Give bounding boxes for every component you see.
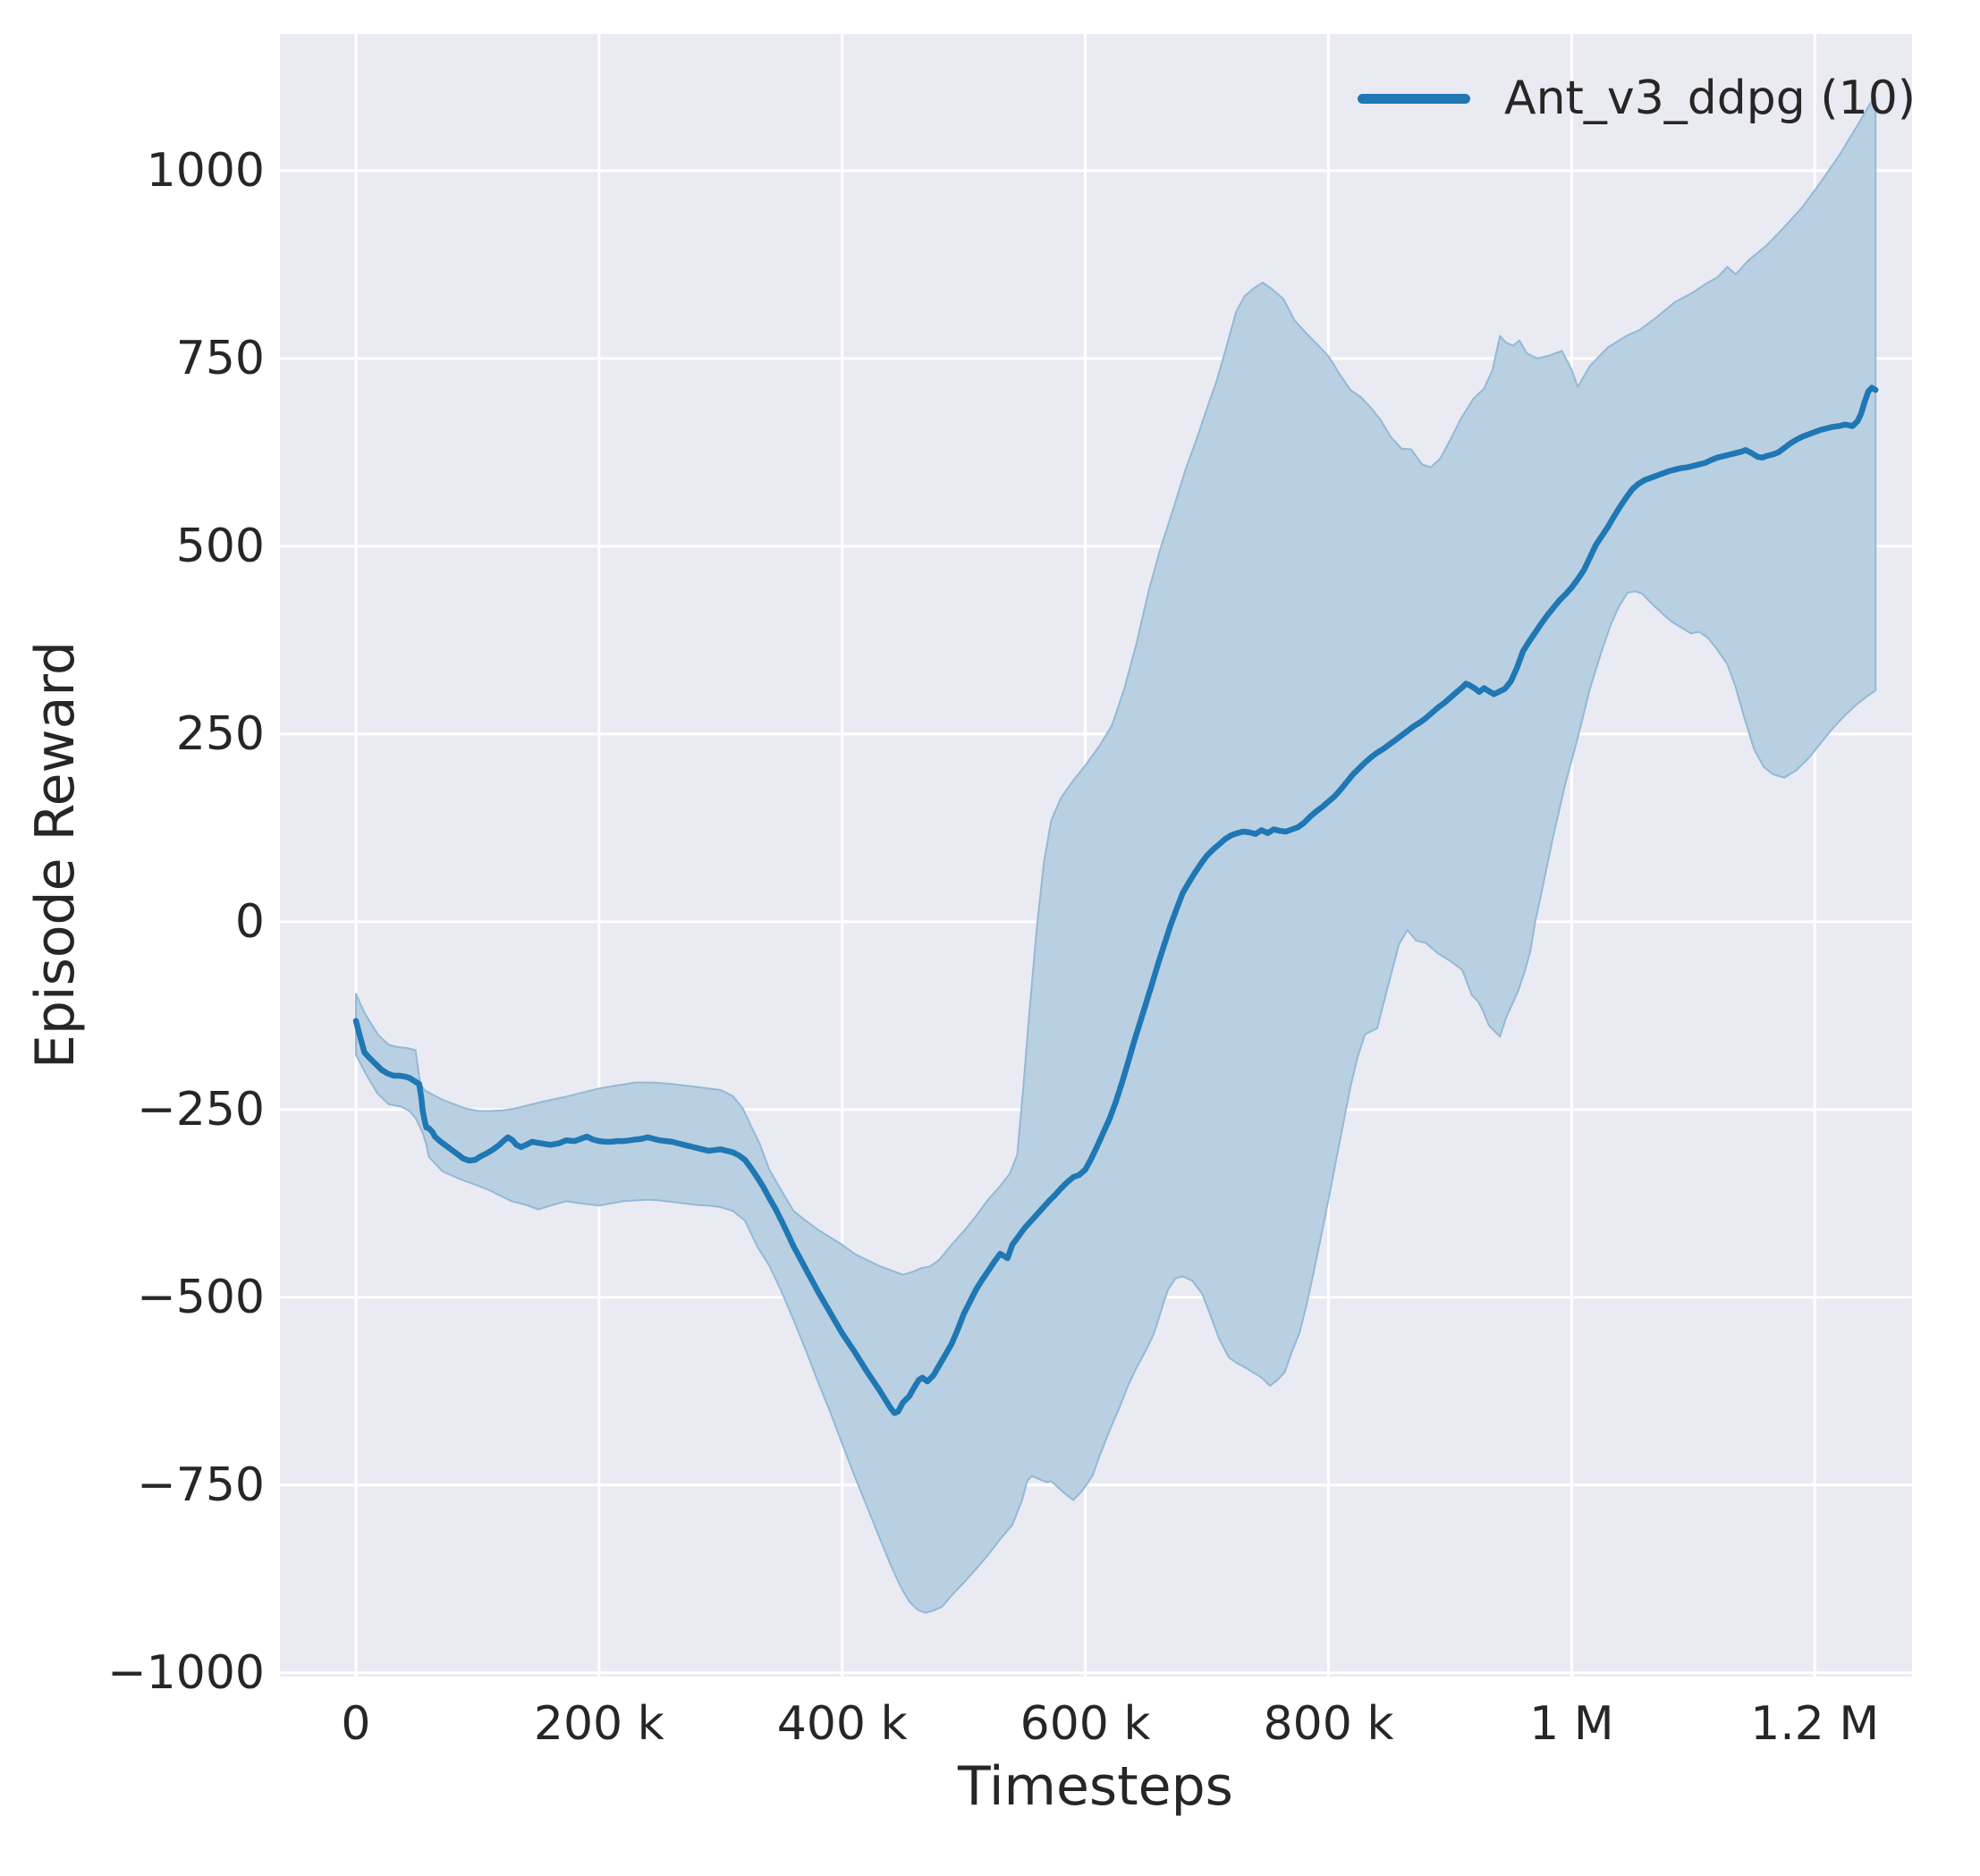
x-tick-label: 1.2 M bbox=[1750, 1697, 1880, 1751]
y-tick-label: −250 bbox=[137, 1082, 265, 1137]
legend-line-swatch-icon bbox=[1358, 93, 1470, 104]
x-tick-label: 600 k bbox=[1020, 1697, 1151, 1751]
legend: Ant_v3_ddpg (10) bbox=[1358, 71, 1916, 126]
y-tick-label: −500 bbox=[137, 1270, 265, 1324]
x-tick-label: 200 k bbox=[533, 1697, 664, 1751]
y-tick-label: 1000 bbox=[146, 143, 265, 198]
x-tick-label: 800 k bbox=[1263, 1697, 1394, 1751]
y-tick-label: 750 bbox=[175, 331, 265, 385]
legend-label: Ant_v3_ddpg (10) bbox=[1504, 72, 1917, 125]
y-tick-label: −1000 bbox=[107, 1645, 265, 1700]
x-tick-label: 1 M bbox=[1529, 1697, 1614, 1751]
x-tick-label: 0 bbox=[341, 1697, 371, 1751]
y-axis-label: Episode Reward bbox=[24, 640, 87, 1069]
x-axis-label: Timesteps bbox=[958, 1755, 1233, 1818]
x-tick-label: 400 k bbox=[776, 1697, 908, 1751]
y-tick-label: −750 bbox=[137, 1458, 265, 1512]
y-tick-label: 0 bbox=[234, 894, 265, 949]
y-tick-label: 500 bbox=[175, 519, 265, 573]
mean-line bbox=[352, 384, 1879, 1416]
confidence-band bbox=[355, 96, 1877, 1614]
y-tick-label: 250 bbox=[175, 706, 265, 761]
